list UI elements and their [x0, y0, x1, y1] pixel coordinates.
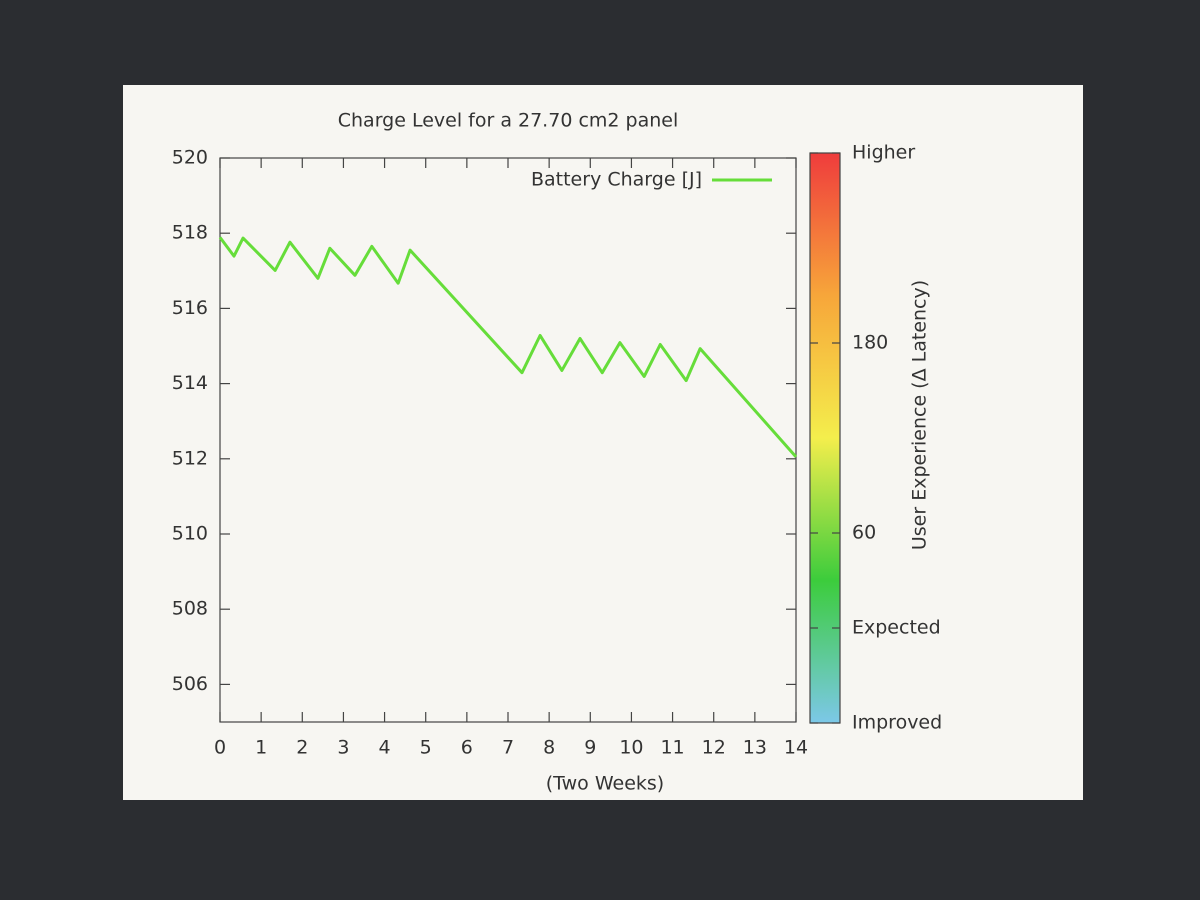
colorbar-tick-label: Higher	[852, 142, 915, 164]
colorbar-tick-label: 180	[852, 332, 888, 354]
legend-label: Battery Charge [J]	[531, 169, 702, 191]
x-tick-label: 10	[619, 737, 643, 759]
x-tick-label: 2	[296, 737, 308, 759]
colorbar	[809, 152, 841, 724]
x-tick-label: 6	[461, 737, 473, 759]
x-tick-label: 9	[584, 737, 596, 759]
x-tick-label: 11	[660, 737, 684, 759]
colorbar-tick-label: 60	[852, 522, 876, 544]
series-line	[218, 236, 798, 458]
x-tick-label: 13	[743, 737, 767, 759]
colorbar-tick-label: Expected	[852, 617, 941, 639]
y-tick-label: 518	[172, 222, 208, 244]
x-tick-label: 8	[543, 737, 555, 759]
x-tick-label: 0	[214, 737, 226, 759]
x-axis-label: (Two Weeks)	[546, 773, 664, 795]
screen	[123, 85, 1083, 800]
chart-title: Charge Level for a 27.70 cm2 panel	[338, 110, 679, 132]
y-tick-label: 520	[172, 147, 208, 169]
x-tick-label: 4	[379, 737, 391, 759]
x-tick-label: 3	[337, 737, 349, 759]
y-tick-label: 516	[172, 297, 208, 319]
y-tick-label: 512	[172, 447, 208, 469]
x-tick-label: 7	[502, 737, 514, 759]
x-tick-label: 5	[420, 737, 432, 759]
x-tick-label: 1	[255, 737, 267, 759]
y-tick-label: 508	[172, 598, 208, 620]
y-tick-label: 510	[172, 523, 208, 545]
colorbar-tick-label: Improved	[852, 712, 942, 734]
x-tick-label: 12	[702, 737, 726, 759]
x-tick-label: 14	[784, 737, 808, 759]
colorbar-label: User Experience (Δ Latency)	[909, 280, 931, 550]
y-tick-label: 514	[172, 372, 208, 394]
y-tick-label: 506	[172, 673, 208, 695]
